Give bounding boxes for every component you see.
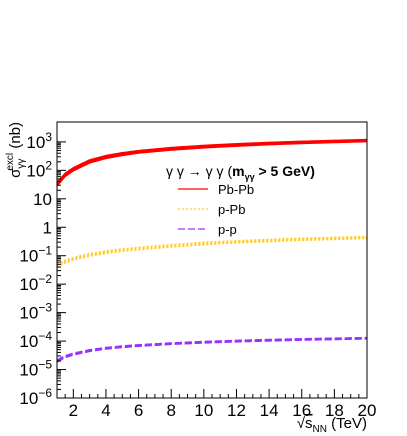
series-p-p	[56, 336, 368, 363]
series-line	[56, 338, 368, 363]
x-axis: 2 4 6 8 10 12 14 16 18 20	[56, 389, 377, 420]
series-p-pb	[56, 235, 368, 269]
x-tick-label: 6	[134, 401, 143, 420]
series-line	[56, 338, 368, 363]
legend-label: p-p	[218, 222, 237, 237]
legend-label: p-Pb	[218, 202, 245, 217]
x-tick-label: 4	[101, 401, 110, 420]
series-line	[56, 336, 368, 361]
series-line	[56, 235, 368, 265]
x-tick-label: 18	[325, 401, 344, 420]
legend: γ γ → γ γ (mγγ > 5 GeV)Pb-Pb p-Pb p-p	[166, 163, 315, 237]
y-axis-title: σγγexcl (nb)	[5, 122, 27, 178]
series-line	[56, 337, 368, 361]
y-tick-label: 10	[33, 190, 52, 209]
x-tick-label: 8	[166, 401, 175, 420]
y-tick-label: 10−6	[19, 386, 52, 408]
x-axis-title: √sNN (TeV)	[297, 415, 367, 435]
x-tick-label: 2	[69, 401, 78, 420]
y-tick-label: 10−3	[19, 301, 52, 323]
y-tick-label: 10−5	[19, 358, 52, 380]
x-tick-label: 14	[260, 401, 279, 420]
x-tick-label: 10	[194, 401, 213, 420]
y-axis: 10−6 10−5 10−4 10−3 10−2 10−1 1 10 102 103	[19, 130, 66, 408]
series-pb-pb	[56, 138, 368, 187]
series-line	[56, 337, 368, 362]
x-tick-label: 12	[227, 401, 246, 420]
y-tick-label: 10−1	[19, 244, 52, 266]
y-tick-label: 1	[43, 218, 52, 237]
x-tick-label: 16	[292, 401, 311, 420]
series-bands	[56, 138, 368, 363]
series-line	[56, 138, 368, 183]
legend-title: γ γ → γ γ (mγγ > 5 GeV)	[166, 163, 315, 182]
y-tick-label: 10−4	[19, 329, 52, 351]
axis-titles: √sNN (TeV) σγγexcl (nb)	[5, 122, 367, 435]
y-tick-label: 102	[26, 158, 52, 180]
series-line	[56, 337, 368, 362]
x-tick-label: 20	[358, 401, 377, 420]
series-line	[56, 337, 368, 362]
y-tick-label: 10−2	[19, 272, 52, 294]
legend-label: Pb-Pb	[218, 182, 254, 197]
y-tick-label: 103	[26, 130, 52, 152]
